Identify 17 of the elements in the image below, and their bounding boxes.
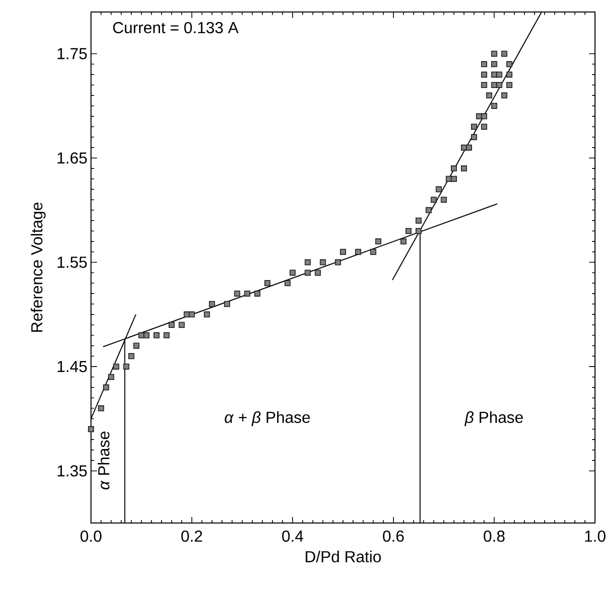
annotation: α Phase	[98, 432, 110, 490]
x-tick-label: 0.8	[484, 530, 505, 542]
x-tick-label: 0.0	[80, 530, 102, 542]
x-tick-label: 0.6	[382, 530, 404, 542]
annotation: α + β Phase	[224, 411, 310, 426]
y-tick-label: 1.45	[58, 361, 87, 372]
y-tick-label: 1.35	[58, 465, 87, 476]
y-tick-label: 1.75	[58, 48, 87, 60]
x-tick-label: 1.0	[585, 530, 606, 542]
y-tick-label: 1.55	[58, 256, 87, 268]
annotation: Current = 0.133 A	[113, 22, 239, 34]
x-axis-title: D/Pd Ratio	[306, 550, 381, 562]
annotation: β Phase	[464, 411, 523, 426]
x-tick-label: 0.4	[282, 530, 304, 542]
y-axis-title: Reference Voltage	[30, 202, 46, 332]
x-tick-label: 0.2	[181, 530, 202, 542]
y-tick-label: 1.65	[58, 152, 87, 164]
